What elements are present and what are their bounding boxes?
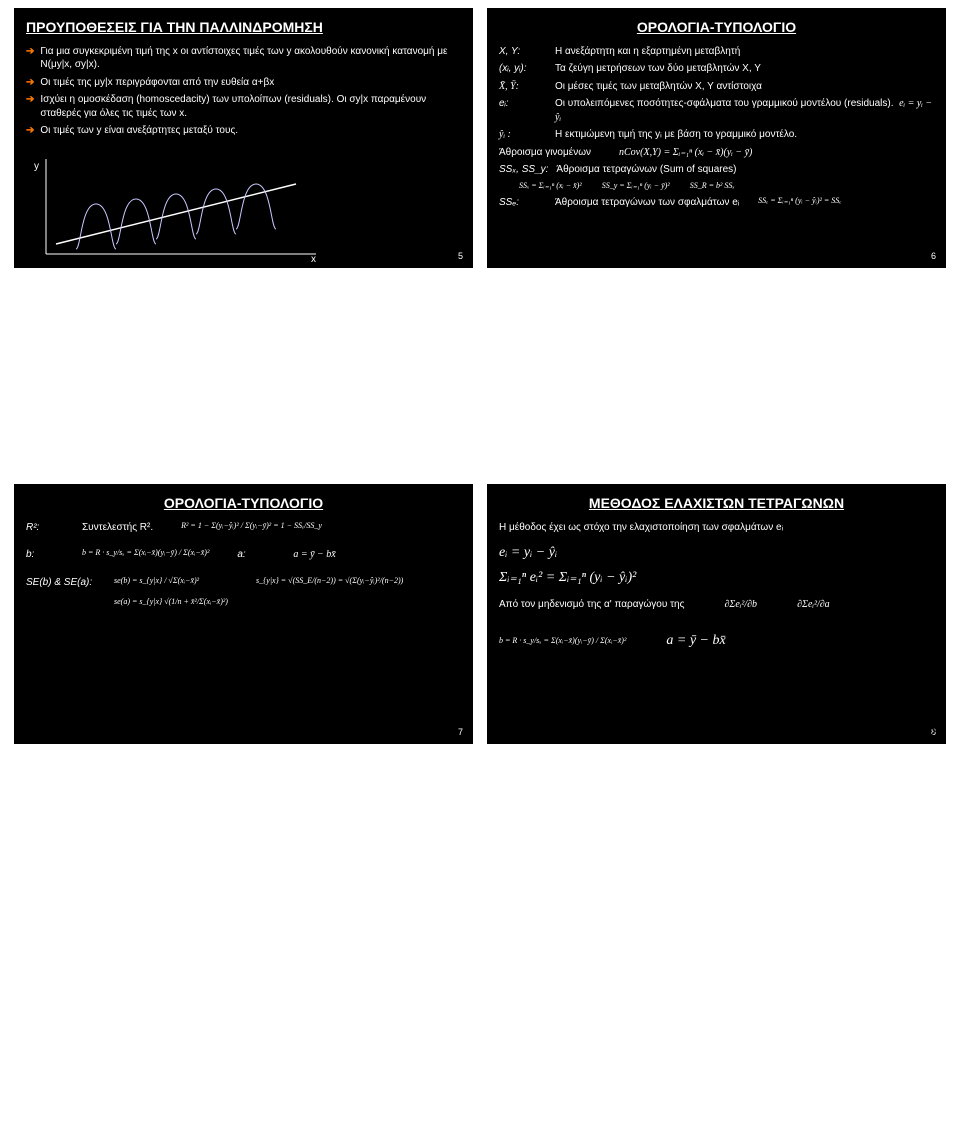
formula-row: SSₓ = Σᵢ₌₁ⁿ (xᵢ − x̄)² SS_y = Σᵢ₌₁ⁿ (yᵢ … <box>499 181 934 192</box>
term: b: <box>26 548 74 562</box>
def-text: Οι υπολειπόμενες ποσότητες-σφάλματα του … <box>555 98 894 109</box>
derivative-row: Από τον μηδενισμό της α' παραγώγου της ∂… <box>499 598 934 612</box>
def: Τα ζεύγη μετρήσεων των δύο μεταβλητών X,… <box>555 62 761 76</box>
slide-number: 6 <box>931 250 936 262</box>
formula: Σᵢ₌₁ⁿ eᵢ² = Σᵢ₌₁ⁿ (yᵢ − ŷᵢ)² <box>499 569 934 588</box>
def-row: R²: Συντελεστής R². R² = 1 − Σ(yᵢ−ŷᵢ)² /… <box>26 521 461 535</box>
slide-row-2: ΟΡΟΛΟΓΙΑ-ΤΥΠΟΛΟΓΙΟ R²: Συντελεστής R². R… <box>0 476 960 752</box>
slide-6: ΟΡΟΛΟΓΙΑ-ΤΥΠΟΛΟΓΙΟ X, Y: Η ανεξάρτητη και… <box>487 8 946 268</box>
formula: eᵢ = yᵢ − ŷᵢ <box>499 544 934 563</box>
bullet-text: Οι τιμές της μy|x περιγράφονται από την … <box>40 76 274 90</box>
arrow-icon: ➔ <box>26 76 34 90</box>
term: ŷᵢ : <box>499 128 547 142</box>
def-row: SSₓ, SS_y: Άθροισμα τετραγώνων (Sum of sq… <box>499 163 934 177</box>
term: R²: <box>26 521 74 535</box>
def-row: Άθροισμα γινομένων nCov(X,Y) = Σᵢ₌₁ⁿ (xᵢ … <box>499 146 934 160</box>
slide-number: 7 <box>458 726 463 738</box>
formula: a = ȳ − bx̄ <box>666 632 725 651</box>
term: a: <box>237 548 285 562</box>
result-row: b = R · s_y/sₓ = Σ(xᵢ−x̄)(yᵢ−ȳ) / Σ(xᵢ−x… <box>499 632 934 651</box>
paragraph: Από τον μηδενισμό της α' παραγώγου της <box>499 598 684 612</box>
formula: se(b) = s_{y|x} / √Σ(xᵢ−x̄)² <box>114 576 228 587</box>
formula: SSₓ = Σᵢ₌₁ⁿ (xᵢ − x̄)² <box>519 181 582 192</box>
x-axis-label: x <box>311 254 316 264</box>
slide-5-title: ΠΡΟΥΠΟΘΕΣΕΙΣ ΓΙΑ ΤΗΝ ΠΑΛΛΙΝΔΡΟΜΗΣΗ <box>26 18 461 37</box>
arrow-icon: ➔ <box>26 45 34 72</box>
slide-7: ΟΡΟΛΟΓΙΑ-ΤΥΠΟΛΟΓΙΟ R²: Συντελεστής R². R… <box>14 484 473 744</box>
def: Οι υπολειπόμενες ποσότητες-σφάλματα του … <box>555 97 934 124</box>
slide-8: ΜΕΘΟΔΟΣ ΕΛΑΧΙΣΤΩΝ ΤΕΤΡΑΓΩΝΩΝ Η μέθοδος έ… <box>487 484 946 744</box>
formula: s_{y|x} = √(SS_E/(n−2)) = √(Σ(yᵢ−ŷᵢ)²/(n… <box>256 576 403 587</box>
label: Άθροισμα γινομένων <box>499 146 591 160</box>
formula-group: se(b) = s_{y|x} / √Σ(xᵢ−x̄)² se(a) = s_{… <box>114 576 228 608</box>
bullet-text: Οι τιμές των y είναι ανεξάρτητες μεταξύ … <box>40 124 238 138</box>
y-axis-label: y <box>34 161 39 172</box>
arrow-icon: ➔ <box>26 93 34 120</box>
slide-8-title: ΜΕΘΟΔΟΣ ΕΛΑΧΙΣΤΩΝ ΤΕΤΡΑΓΩΝΩΝ <box>499 494 934 513</box>
slide-5: ΠΡΟΥΠΟΘΕΣΕΙΣ ΓΙΑ ΤΗΝ ΠΑΛΛΙΝΔΡΟΜΗΣΗ ➔Για … <box>14 8 473 268</box>
slide-number: 5 <box>458 250 463 262</box>
formula: SSₑ = Σᵢ₌₁ⁿ (yᵢ − ŷᵢ)² = SSₑ <box>758 196 841 207</box>
formula: ∂Σeᵢ²/∂a <box>797 598 830 612</box>
page-number: 2 <box>927 726 936 744</box>
formula: se(a) = s_{y|x} √(1/n + x̄²/Σ(xᵢ−x̄)²) <box>114 597 228 608</box>
bullet: ➔Για μια συγκεκριμένη τιμή της x οι αντί… <box>26 45 461 72</box>
def-row: X, Y: Η ανεξάρτητη και η εξαρτημένη μεταβ… <box>499 45 934 59</box>
def-row: ŷᵢ : Η εκτιμώμενη τιμή της yᵢ με βάση το … <box>499 128 934 142</box>
slide-6-title: ΟΡΟΛΟΓΙΑ-ΤΥΠΟΛΟΓΙΟ <box>499 18 934 37</box>
term: SSₓ, SS_y: <box>499 163 548 177</box>
formula: nCov(X,Y) = Σᵢ₌₁ⁿ (xᵢ − x̄)(yᵢ − ȳ) <box>619 146 752 160</box>
def-row: X̄, Ȳ: Οι μέσες τιμές των μεταβλητών X, Y… <box>499 80 934 94</box>
bullet-text: Για μια συγκεκριμένη τιμή της x οι αντίσ… <box>40 45 461 72</box>
formula: R² = 1 − Σ(yᵢ−ŷᵢ)² / Σ(yᵢ−ȳ)² = 1 − SSₑ/… <box>181 521 322 532</box>
formula: b = R · s_y/sₓ = Σ(xᵢ−x̄)(yᵢ−ȳ) / Σ(xᵢ−x… <box>82 548 209 559</box>
term: SE(b) & SE(a): <box>26 576 106 590</box>
term: X̄, Ȳ: <box>499 80 547 94</box>
def: Οι μέσες τιμές των μεταβλητών X, Y αντίσ… <box>555 80 762 94</box>
bullet: ➔ Οι τιμές των y είναι ανεξάρτητες μεταξύ… <box>26 124 461 138</box>
formula: SS_y = Σᵢ₌₁ⁿ (yᵢ − ȳ)² <box>602 181 670 192</box>
bullet-text: Ισχύει η ομοσκέδαση (homoscedacity) των … <box>40 93 461 120</box>
page: ΠΡΟΥΠΟΘΕΣΕΙΣ ΓΙΑ ΤΗΝ ΠΑΛΛΙΝΔΡΟΜΗΣΗ ➔Για … <box>0 0 960 752</box>
slide-7-title: ΟΡΟΛΟΓΙΑ-ΤΥΠΟΛΟΓΙΟ <box>26 494 461 513</box>
bullet: ➔Ισχύει η ομοσκέδαση (homoscedacity) των… <box>26 93 461 120</box>
term: X, Y: <box>499 45 547 59</box>
def-row: SSₑ: Άθροισμα τετραγώνων των σφαλμάτων eᵢ… <box>499 196 934 210</box>
term: SSₑ: <box>499 196 547 210</box>
homoscedasticity-chart: y x <box>26 154 326 264</box>
def: Άθροισμα τετραγώνων (Sum of squares) <box>556 163 736 177</box>
formula: SS_R = b² SSₓ <box>690 181 735 192</box>
def: Η εκτιμώμενη τιμή της yᵢ με βάση το γραμ… <box>555 128 797 142</box>
def-row: eᵢ: Οι υπολειπόμενες ποσότητες-σφάλματα τ… <box>499 97 934 124</box>
def-row: b: b = R · s_y/sₓ = Σ(xᵢ−x̄)(yᵢ−ȳ) / Σ(x… <box>26 548 461 562</box>
formula: a = ȳ − bx̄ <box>293 548 335 562</box>
formula: ∂Σeᵢ²/∂b <box>724 598 757 612</box>
def-row: (xᵢ, yᵢ): Τα ζεύγη μετρήσεων των δύο μετα… <box>499 62 934 76</box>
def: Η ανεξάρτητη και η εξαρτημένη μεταβλητή <box>555 45 740 59</box>
def: Συντελεστής R². <box>82 521 153 535</box>
bullet: ➔ Οι τιμές της μy|x περιγράφονται από την… <box>26 76 461 90</box>
term: (xᵢ, yᵢ): <box>499 62 547 76</box>
paragraph: Η μέθοδος έχει ως στόχο την ελαχιστοποίη… <box>499 521 934 535</box>
def-row: SE(b) & SE(a): se(b) = s_{y|x} / √Σ(xᵢ−x… <box>26 576 461 608</box>
term: eᵢ: <box>499 97 547 111</box>
slide-row-1: ΠΡΟΥΠΟΘΕΣΕΙΣ ΓΙΑ ΤΗΝ ΠΑΛΛΙΝΔΡΟΜΗΣΗ ➔Για … <box>0 0 960 276</box>
def: Άθροισμα τετραγώνων των σφαλμάτων eᵢ <box>555 196 739 210</box>
arrow-icon: ➔ <box>26 124 34 138</box>
formula: b = R · s_y/sₓ = Σ(xᵢ−x̄)(yᵢ−ȳ) / Σ(xᵢ−x… <box>499 636 626 647</box>
